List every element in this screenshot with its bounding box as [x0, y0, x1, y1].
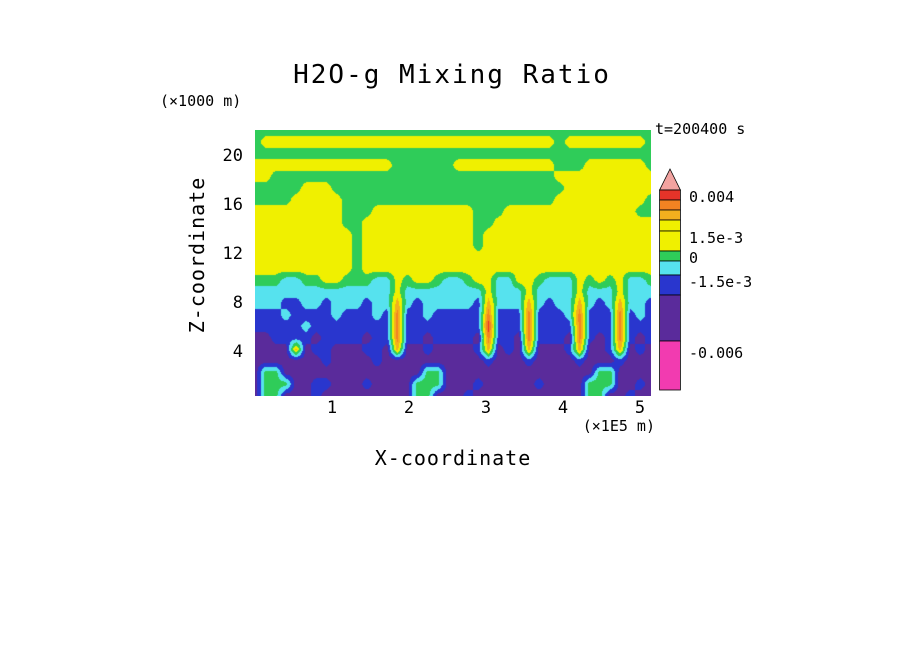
colorbar-level-label: -0.006: [689, 344, 744, 362]
colorbar-level-label: -1.5e-3: [689, 273, 753, 291]
colorbar-svg: [658, 168, 682, 391]
x-tick-label: 3: [480, 398, 492, 418]
y-tick-label: 4: [232, 342, 243, 362]
time-stamp-label: t=200400 s: [655, 120, 746, 138]
x-tick-label: 5: [634, 398, 646, 418]
x-axis-unit: (×1E5 m): [582, 417, 655, 435]
y-axis-unit: (×1000 m): [160, 92, 242, 110]
x-tick-label: 2: [403, 398, 415, 418]
colorbar-level-label: 0: [689, 249, 699, 267]
y-tick-label: 20: [222, 146, 243, 166]
x-tick-label: 1: [326, 398, 338, 418]
y-tick-label: 16: [222, 195, 243, 215]
colorbar-scale: [658, 168, 769, 396]
colorbar-legend: 0.004 1.5e-3 0 -1.5e-3 -0.006: [658, 168, 769, 396]
x-axis-label: X-coordinate: [374, 446, 532, 470]
contour-plot-canvas: [255, 130, 651, 396]
y-tick-label: 8: [232, 293, 243, 313]
y-tick-label: 12: [222, 244, 243, 264]
x-tick-label: 4: [557, 398, 569, 418]
colorbar-level-label: 0.004: [689, 188, 735, 206]
chart-title: H2O-g Mixing Ratio: [293, 60, 611, 90]
colorbar-level-label: 1.5e-3: [689, 229, 744, 247]
